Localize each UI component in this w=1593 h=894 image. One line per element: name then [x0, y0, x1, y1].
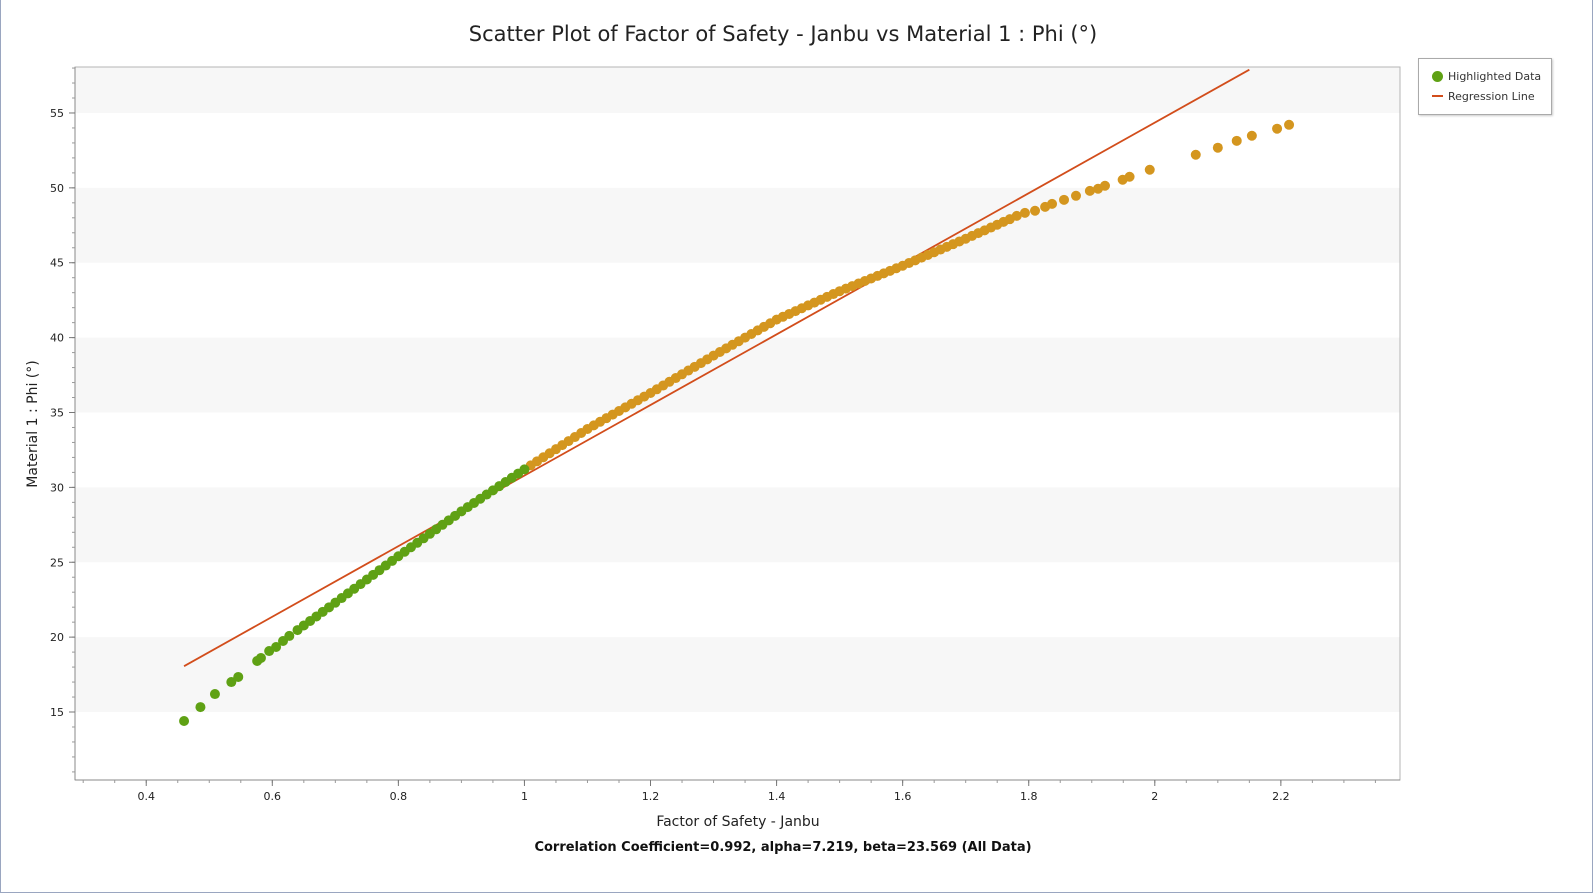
grid-band: [75, 337, 1400, 413]
data-point: [1011, 210, 1022, 221]
y-tick-label: 15: [50, 706, 64, 719]
data-point: [1059, 194, 1070, 205]
correlation-stats: Correlation Coefficient=0.992, alpha=7.2…: [534, 840, 1031, 855]
legend: Highlighted Data Regression Line: [1418, 58, 1552, 115]
y-axis-label: Material 1 : Phi (°): [25, 360, 41, 487]
x-tick-label: 1.8: [1020, 790, 1038, 803]
chart-title: Scatter Plot of Factor of Safety - Janbu…: [469, 22, 1097, 46]
regression-line-group: [183, 68, 1250, 667]
y-tick-label: 25: [50, 556, 64, 569]
x-tick-label: 0.8: [390, 790, 408, 803]
highlighted-data-point: [284, 630, 295, 641]
data-point: [1272, 123, 1283, 134]
legend-item-highlighted[interactable]: Highlighted Data: [1419, 66, 1551, 86]
data-point: [1030, 205, 1041, 216]
y-tick-label: 35: [50, 406, 64, 419]
y-tick-label: 55: [50, 107, 64, 120]
x-tick-label: 1.4: [768, 790, 786, 803]
grid-band: [75, 187, 1400, 263]
data-point: [1144, 164, 1155, 175]
legend-item-regression[interactable]: Regression Line: [1419, 86, 1551, 106]
data-point: [1047, 198, 1058, 209]
grid-band: [75, 67, 1400, 113]
data-point: [1070, 190, 1081, 201]
legend-label: Highlighted Data: [1448, 69, 1542, 83]
x-tick-label: 2.2: [1272, 790, 1290, 803]
data-point: [1284, 119, 1295, 130]
highlighted-data-point: [209, 689, 220, 700]
grid-band: [75, 487, 1400, 563]
y-tick-label: 40: [50, 332, 64, 345]
x-tick-label: 1.6: [894, 790, 912, 803]
x-tick-label: 0.4: [137, 790, 155, 803]
data-point: [1246, 130, 1257, 141]
highlighted-data-point: [271, 642, 282, 653]
data-point: [1124, 171, 1135, 182]
data-point: [1231, 135, 1242, 146]
x-tick-label: 1: [521, 790, 528, 803]
x-tick-label: 0.6: [264, 790, 282, 803]
highlighted-data-point: [226, 677, 237, 688]
highlighted-data-point: [179, 715, 190, 726]
data-point: [1019, 207, 1030, 218]
grid-band: [75, 637, 1400, 713]
data-point: [1099, 180, 1110, 191]
marker-icon: [1432, 70, 1443, 82]
highlighted-data-point: [195, 702, 206, 713]
regression-line: [183, 68, 1250, 667]
y-tick-label: 30: [50, 481, 64, 494]
data-points: [179, 119, 1295, 726]
data-point: [1190, 149, 1201, 160]
x-tick-label: 1.2: [642, 790, 660, 803]
axes: 0.4 0.6 0.8 1 1.2 1.4 1.6 1.8 2 2.2 15 20 25 30 35 40 45…: [50, 66, 1401, 803]
line-icon: [1432, 95, 1443, 97]
grid-bands: [75, 67, 1400, 780]
y-tick-label: 20: [50, 631, 64, 644]
y-tick-label: 45: [50, 257, 64, 270]
y-tick-label: 50: [50, 182, 64, 195]
x-axis-label: Factor of Safety - Janbu: [656, 814, 819, 830]
data-point: [1212, 142, 1223, 153]
x-tick-label: 2: [1151, 790, 1158, 803]
highlighted-data-point: [255, 652, 266, 663]
legend-label: Regression Line: [1448, 89, 1535, 103]
highlighted-data-point: [233, 671, 244, 682]
highlighted-data-point: [519, 464, 530, 475]
data-point: [1084, 185, 1095, 196]
